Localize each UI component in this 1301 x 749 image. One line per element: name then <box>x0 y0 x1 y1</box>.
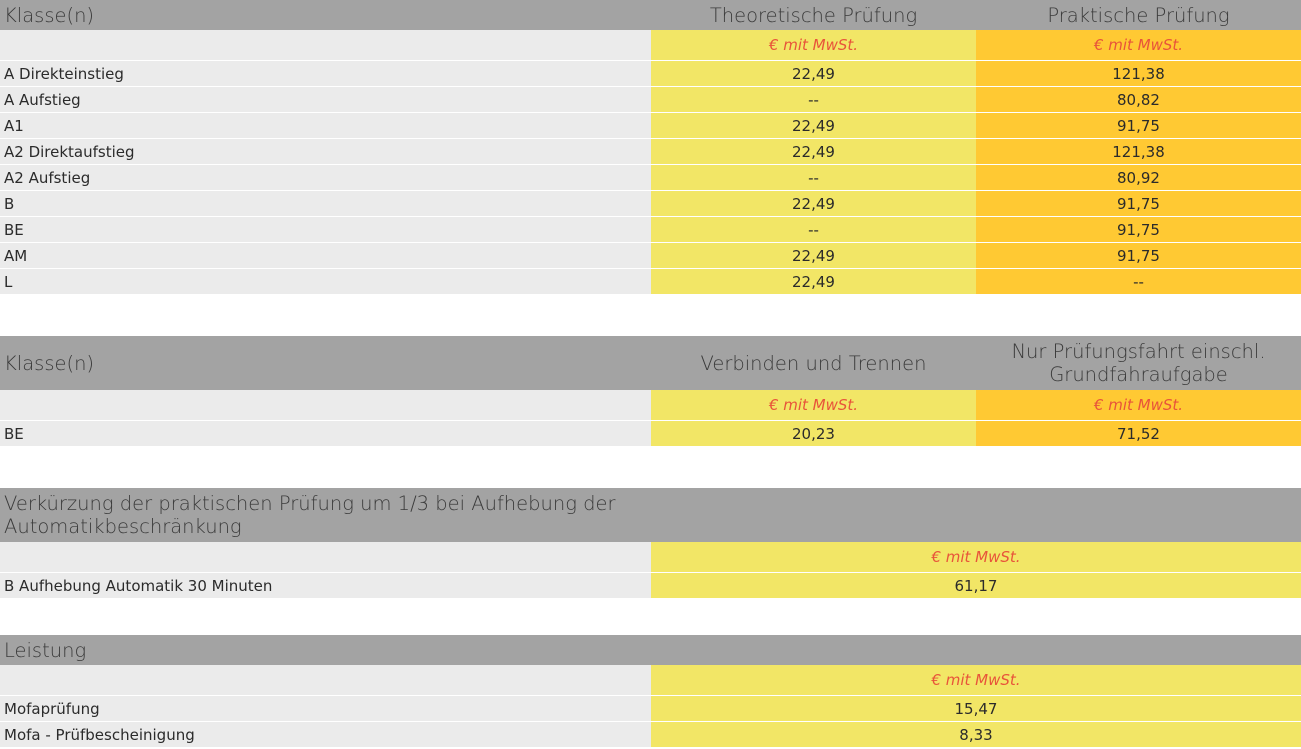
practical-price: 80,82 <box>976 86 1301 113</box>
column-header-practical: Praktische Prüfung <box>976 0 1301 30</box>
unit-label-empty <box>0 542 651 573</box>
unit-row: € mit MwSt. € mit MwSt. <box>0 30 1301 61</box>
table-header-title: Verkürzung der praktischen Prüfung um 1/… <box>0 488 651 542</box>
theory-price: 22,49 <box>651 190 976 217</box>
table-header-row: Klasse(n) Verbinden und Trennen Nur Prüf… <box>0 336 1301 390</box>
drive-price: 71,52 <box>976 420 1301 447</box>
theory-price: 22,49 <box>651 268 976 295</box>
table-header-empty <box>651 635 1301 665</box>
unit-label: € mit MwSt. <box>976 30 1301 61</box>
trailer-fees-table: Klasse(n) Verbinden und Trennen Nur Prüf… <box>0 336 1301 447</box>
table-row: A2 Direktaufstieg 22,49 121,38 <box>0 138 1301 165</box>
table-row: Mofa - Prüfbescheinigung 8,33 <box>0 721 1301 748</box>
unit-label-empty <box>0 390 651 421</box>
table-header-title: Leistung <box>0 635 651 665</box>
table-header-row: Klasse(n) Theoretische Prüfung Praktisch… <box>0 0 1301 30</box>
table-row: Mofaprüfung 15,47 <box>0 695 1301 722</box>
table-row: A1 22,49 91,75 <box>0 112 1301 139</box>
row-label: B Aufhebung Automatik 30 Minuten <box>0 572 651 599</box>
row-label: A2 Aufstieg <box>0 164 651 191</box>
unit-label: € mit MwSt. <box>651 665 1301 696</box>
price: 8,33 <box>651 721 1301 748</box>
column-header-class: Klasse(n) <box>0 0 651 30</box>
unit-label-empty <box>0 665 651 696</box>
theory-price: 22,49 <box>651 60 976 87</box>
theory-price: -- <box>651 86 976 113</box>
table-header-row: Verkürzung der praktischen Prüfung um 1/… <box>0 488 1301 542</box>
unit-row: € mit MwSt. <box>0 665 1301 696</box>
unit-label: € mit MwSt. <box>976 390 1301 421</box>
column-header-connect: Verbinden und Trennen <box>651 336 976 390</box>
practical-price: 91,75 <box>976 242 1301 269</box>
column-header-theory: Theoretische Prüfung <box>651 0 976 30</box>
price: 15,47 <box>651 695 1301 722</box>
unit-label-empty <box>0 30 651 61</box>
moped-fees-table: Leistung € mit MwSt. Mofaprüfung 15,47 M… <box>0 635 1301 748</box>
price: 61,17 <box>651 572 1301 599</box>
row-label: BE <box>0 420 651 447</box>
row-label: L <box>0 268 651 295</box>
table-header-row: Leistung <box>0 635 1301 665</box>
column-header-class: Klasse(n) <box>0 336 651 390</box>
table-row: A Aufstieg -- 80,82 <box>0 86 1301 113</box>
row-label: Mofaprüfung <box>0 695 651 722</box>
row-label: A Direkteinstieg <box>0 60 651 87</box>
automatic-restriction-table: Verkürzung der praktischen Prüfung um 1/… <box>0 488 1301 599</box>
practical-price: -- <box>976 268 1301 295</box>
practical-price: 121,38 <box>976 60 1301 87</box>
row-label: BE <box>0 216 651 243</box>
row-label: A Aufstieg <box>0 86 651 113</box>
column-header-drive: Nur Prüfungsfahrt einschl. Grundfahraufg… <box>976 336 1301 390</box>
practical-price: 121,38 <box>976 138 1301 165</box>
theory-price: -- <box>651 164 976 191</box>
table-row: L 22,49 -- <box>0 268 1301 295</box>
table-row: B Aufhebung Automatik 30 Minuten 61,17 <box>0 572 1301 599</box>
unit-label: € mit MwSt. <box>651 30 976 61</box>
practical-price: 91,75 <box>976 112 1301 139</box>
theory-price: 22,49 <box>651 138 976 165</box>
table-row: AM 22,49 91,75 <box>0 242 1301 269</box>
practical-price: 91,75 <box>976 190 1301 217</box>
practical-price: 80,92 <box>976 164 1301 191</box>
row-label: A1 <box>0 112 651 139</box>
theory-price: 22,49 <box>651 242 976 269</box>
theory-price: 22,49 <box>651 112 976 139</box>
row-label: B <box>0 190 651 217</box>
table-row: BE -- 91,75 <box>0 216 1301 243</box>
unit-row: € mit MwSt. <box>0 542 1301 573</box>
unit-row: € mit MwSt. € mit MwSt. <box>0 390 1301 421</box>
theory-price: -- <box>651 216 976 243</box>
table-row: A Direkteinstieg 22,49 121,38 <box>0 60 1301 87</box>
unit-label: € mit MwSt. <box>651 390 976 421</box>
unit-label: € mit MwSt. <box>651 542 1301 573</box>
connect-price: 20,23 <box>651 420 976 447</box>
table-row: BE 20,23 71,52 <box>0 420 1301 447</box>
table-header-text: Verkürzung der praktischen Prüfung um 1/… <box>4 492 616 538</box>
table-row: A2 Aufstieg -- 80,92 <box>0 164 1301 191</box>
practical-price: 91,75 <box>976 216 1301 243</box>
row-label: A2 Direktaufstieg <box>0 138 651 165</box>
table-row: B 22,49 91,75 <box>0 190 1301 217</box>
exam-fees-table: Klasse(n) Theoretische Prüfung Praktisch… <box>0 0 1301 295</box>
row-label: Mofa - Prüfbescheinigung <box>0 721 651 748</box>
table-header-empty <box>651 488 1301 542</box>
row-label: AM <box>0 242 651 269</box>
